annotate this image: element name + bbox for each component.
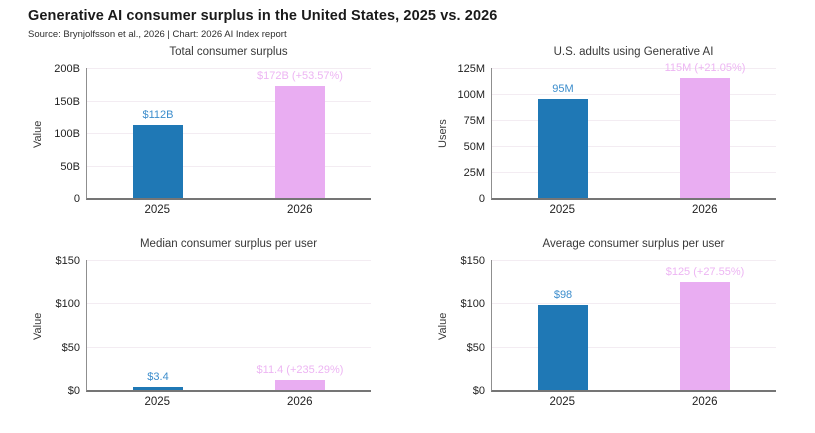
plot-area: $3.4 $11.4 (+235.29%) [86,260,371,392]
gridline [87,68,371,69]
gridline [492,346,776,348]
chart-average-consumer-surplus-per-user: Average consumer surplus per user Value … [435,238,776,410]
bar-2026 [680,78,730,198]
gridline [492,172,776,173]
chart-title: Total consumer surplus [169,46,288,58]
y-axis-label: Value [32,120,44,148]
gridline [492,120,776,121]
bar-2026 [680,281,730,390]
x-tick-label: 2025 [144,204,171,216]
figure-header: Generative AI consumer surplus in the Un… [28,8,497,40]
x-axis-ticks: 2025 2026 [86,392,371,410]
y-tick-label: 200B [54,63,80,75]
gridline [87,346,371,348]
x-tick-label: 2026 [286,396,313,408]
y-tick-label: 0 [73,193,80,205]
x-tick-label: 2026 [691,396,718,408]
y-axis-ticks: 0 25M 50M 75M 100M 125M [451,64,491,205]
gridline [492,68,776,69]
bar-value-label: $172B (+53.57%) [257,70,343,83]
bar-2026 [275,86,325,198]
chart-title: Median consumer surplus per user [139,238,318,250]
page-title: Generative AI consumer surplus in the Un… [28,8,498,24]
y-tick-label: 50B [60,160,80,173]
bar-value-label: $112B [142,109,174,122]
bar-2025 [133,125,183,198]
plot-area: $98 $125 (+27.55%) [491,260,776,392]
x-tick-label: 2026 [691,204,718,216]
bar-2025 [538,305,588,390]
chart-total-consumer-surplus: Total consumer surplus Value 0 50B 100B 150… [30,46,371,218]
y-tick-label: 100B [54,128,80,140]
gridline [492,146,776,147]
y-tick-label: $0 [472,385,485,397]
y-tick-label: 125M [457,63,485,75]
y-tick-label: $100 [460,298,485,311]
plot-area: $112B $172B (+53.57%) [86,68,371,200]
bar-value-label: $3.4 [147,371,169,384]
y-tick-label: 0 [478,193,485,205]
y-axis-ticks: 0 50B 100B 150B 200B [46,64,86,205]
gridline [87,165,371,167]
gridline [87,133,371,134]
x-axis-ticks: 2025 2026 [491,392,776,410]
chart-median-consumer-surplus-per-user: Median consumer surplus per user Value $… [30,238,371,410]
gridline [492,303,776,305]
bar-2025 [133,387,183,390]
gridline [87,303,371,305]
chart-title: Average consumer surplus per user [542,238,725,250]
x-tick-label: 2025 [549,204,576,216]
y-axis-label: Users [437,119,449,149]
y-axis-ticks: $0 $50 $100 $150 [451,256,491,397]
page-subtitle: Source: Brynjolfsson et al., 2026 | Char… [28,29,287,40]
y-tick-label: 75M [463,115,485,127]
bar-2026 [275,380,325,390]
plot-area: 95M 115M (+21.05%) [491,63,776,200]
bar-value-label: $98 [553,289,573,302]
x-tick-label: 2026 [286,204,313,216]
bar-value-label: $125 (+27.55%) [665,265,745,278]
gridline [87,260,371,261]
y-axis-label: Value [437,312,449,340]
bar-value-label: 115M (+21.05%) [664,62,746,75]
x-axis-ticks: 2025 2026 [86,200,371,218]
chart-title: U.S. adults using Generative AI [553,46,714,58]
x-axis-ticks: 2025 2026 [491,200,776,218]
gridline [492,94,776,95]
bar-value-label: 95M [552,83,574,96]
x-tick-label: 2025 [549,396,576,408]
gridline [87,100,371,102]
y-tick-label: $100 [55,298,80,311]
bar-value-label: $11.4 (+235.29%) [256,364,344,377]
y-tick-label: $50 [466,341,485,354]
y-axis-ticks: $0 $50 $100 $150 [46,256,86,397]
y-tick-label: $50 [61,341,80,354]
y-tick-label: 25M [463,167,485,179]
y-tick-label: 150B [54,95,80,108]
y-tick-label: $150 [460,255,485,267]
y-tick-label: $0 [67,385,80,397]
y-tick-label: 50M [463,141,485,153]
y-tick-label: 100M [457,89,485,101]
y-tick-label: $150 [55,255,80,267]
gridline [492,260,776,261]
bar-2025 [538,99,588,198]
y-axis-label: Value [32,312,44,340]
x-tick-label: 2025 [144,396,171,408]
